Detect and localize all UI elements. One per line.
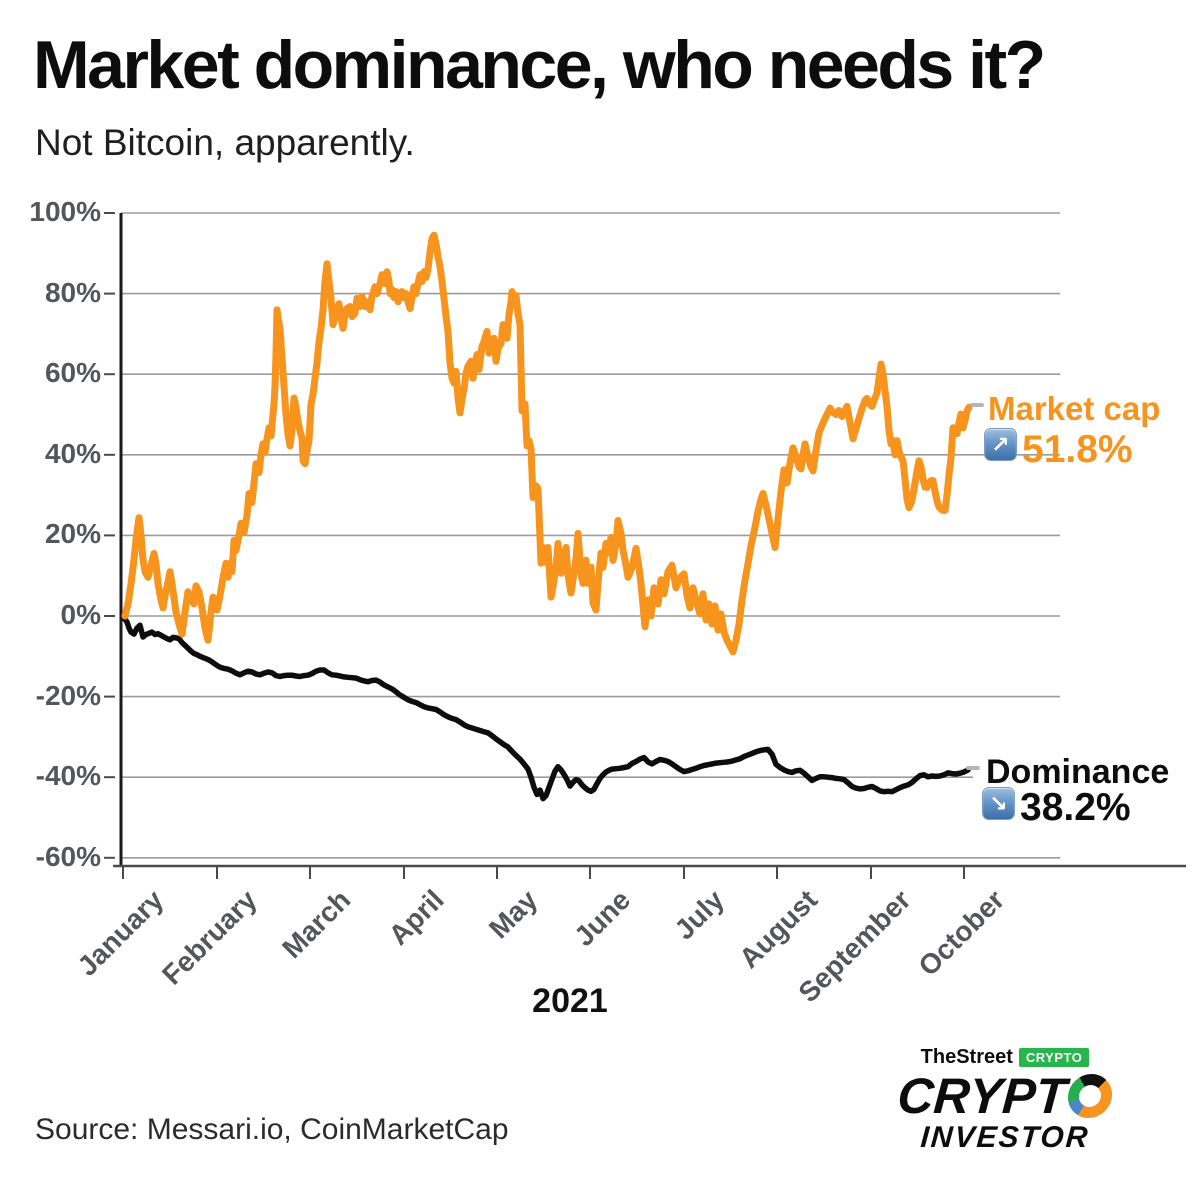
dominance-series-label: Dominance	[986, 753, 1170, 791]
logo-brand-name: TheStreet	[920, 1046, 1013, 1068]
dominance-leader-dash	[966, 766, 980, 770]
y-tick-label: 20%	[44, 518, 101, 550]
page-subtitle: Not Bitcoin, apparently.	[35, 122, 415, 163]
logo-word-crypt: CRYPT	[895, 1068, 1069, 1124]
market-cap-leader-dash	[970, 403, 984, 407]
y-tick-label: -60%	[35, 840, 101, 872]
market-cap-line	[121, 231, 973, 656]
logo-brand-row: TheStreet CRYPTO	[875, 1046, 1135, 1069]
crypto-investor-logo: TheStreet CRYPTO CRYPT INVESTOR	[875, 1046, 1135, 1155]
dominance-line	[121, 615, 971, 802]
market-cap-value: 51.8%	[1022, 428, 1133, 471]
up-right-arrow-icon: ↗	[984, 428, 1017, 461]
y-tick-label: 40%	[44, 437, 101, 469]
y-tick-label: 60%	[44, 357, 101, 389]
logo-crypto-badge: CRYPTO	[1018, 1048, 1090, 1067]
source-attribution: Source: Messari.io, CoinMarketCap	[35, 1113, 509, 1146]
down-right-arrow-icon: ↘	[982, 787, 1015, 820]
y-tick-label: -20%	[35, 679, 101, 711]
market-cap-series-label: Market cap	[988, 390, 1161, 427]
y-tick-label: 80%	[44, 276, 101, 308]
donut-chart-o-icon	[1066, 1074, 1114, 1118]
y-tick-label: 0%	[60, 599, 101, 630]
logo-wordmark: CRYPT	[873, 1068, 1136, 1124]
x-axis-year-label: 2021	[532, 982, 608, 1020]
y-tick-label: 100%	[29, 196, 101, 227]
dominance-value: 38.2%	[1020, 786, 1131, 829]
logo-word-investor: INVESTOR	[919, 1121, 1091, 1154]
page-title: Market dominance, who needs it?	[33, 27, 1046, 103]
y-tick-label: -40%	[35, 760, 101, 792]
